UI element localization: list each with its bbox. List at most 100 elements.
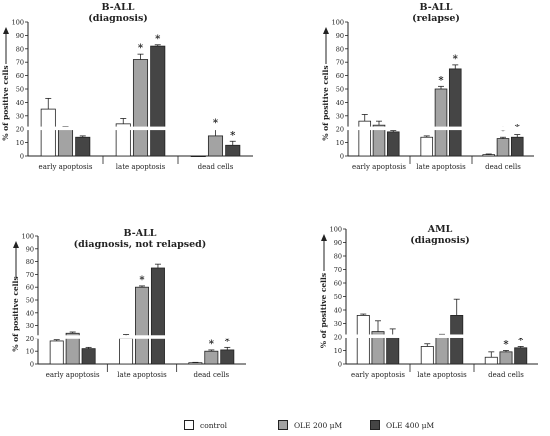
y-axis-arrow-head xyxy=(321,234,327,241)
bar-control xyxy=(482,154,496,157)
category-label: dead cells xyxy=(194,371,230,379)
y-axis-label: % of positive cells xyxy=(1,65,10,140)
bar-control xyxy=(420,346,434,365)
bar-ole400 xyxy=(448,68,462,157)
bar-control xyxy=(420,136,434,157)
bar-ole400 xyxy=(220,349,235,365)
significance-marker: * xyxy=(230,130,236,141)
significance-marker: * xyxy=(213,118,219,129)
category-label: early apoptosis xyxy=(39,163,93,171)
y-tick-label: 10 xyxy=(16,139,24,147)
y-tick-label: 60 xyxy=(16,72,24,80)
bar-ole400 xyxy=(150,45,166,157)
bar-ole400 xyxy=(450,314,464,365)
chart-title: B-ALL xyxy=(102,2,135,13)
bar-control xyxy=(188,362,203,365)
y-tick-label: 60 xyxy=(334,280,342,288)
y-tick-label: 40 xyxy=(334,307,342,315)
y-tick-label: 80 xyxy=(334,253,342,261)
y-tick-label: 80 xyxy=(26,258,34,266)
significance-marker: * xyxy=(225,336,231,347)
category-label: late apoptosis xyxy=(116,163,166,171)
y-tick-label: 40 xyxy=(16,99,24,107)
category-label: early apoptosis xyxy=(351,371,405,379)
y-axis-label: % of positive cells xyxy=(321,65,330,140)
y-axis-label: % of positive cells xyxy=(11,276,20,351)
category-label: early apoptosis xyxy=(352,163,406,171)
y-tick-label: 90 xyxy=(26,245,34,253)
y-tick-label: 0 xyxy=(340,153,344,161)
y-tick-label: 50 xyxy=(16,86,24,94)
y-tick-label: 60 xyxy=(336,72,344,80)
category-label: early apoptosis xyxy=(46,371,100,379)
chart-panel-0: B-ALL(diagnosis) % of positive cells 0 10 20… xyxy=(1,2,255,171)
bar-control xyxy=(190,155,206,158)
bar-control xyxy=(119,337,134,365)
category-label: late apoptosis xyxy=(117,371,167,379)
bar-control xyxy=(356,314,370,365)
significance-marker: * xyxy=(503,340,509,351)
y-tick-label: 30 xyxy=(16,112,24,120)
significance-marker: * xyxy=(155,34,161,45)
y-tick-label: 10 xyxy=(334,347,342,355)
y-tick-label: 70 xyxy=(334,266,342,274)
bar-ole400 xyxy=(510,136,524,157)
legend: control OLE 200 μM OLE 400 μM xyxy=(0,418,550,434)
chart-panel-3: AML(diagnosis) % of positive cells 0 10 20 30… xyxy=(319,224,540,379)
bar-ole400 xyxy=(150,267,165,365)
category-label: dead cells xyxy=(485,163,521,171)
chart-title: AML xyxy=(427,224,453,235)
y-axis-arrow-head xyxy=(13,241,19,248)
bar-ole400 xyxy=(75,136,91,157)
bar-control xyxy=(358,120,372,157)
y-axis-arrow-head xyxy=(3,27,9,34)
bar-control xyxy=(484,356,498,365)
bar-ole400 xyxy=(386,336,400,365)
chart-panel-1: B-ALL(relapse) % of positive cells 0 10 20 30… xyxy=(321,2,536,171)
category-label: dead cells xyxy=(198,163,234,171)
y-tick-label: 90 xyxy=(334,239,342,247)
legend-label-ole200: OLE 200 μM xyxy=(294,420,343,430)
bar-control xyxy=(49,340,64,365)
y-tick-label: 100 xyxy=(332,19,344,27)
y-tick-label: 100 xyxy=(330,226,342,234)
category-label: late apoptosis xyxy=(416,163,466,171)
legend-label-control: control xyxy=(200,420,228,430)
bar-ole200 xyxy=(435,335,449,365)
legend-label-ole400: OLE 400 μM xyxy=(386,420,435,430)
bar-ole200 xyxy=(207,135,224,157)
significance-marker: * xyxy=(518,335,524,346)
y-tick-label: 50 xyxy=(334,293,342,301)
figure: B-ALL(diagnosis)% of positive cells01020… xyxy=(1,2,540,379)
legend-swatch-ole200 xyxy=(278,420,288,430)
axis-break xyxy=(344,126,536,131)
chart-subtitle: (diagnosis, not relapsed) xyxy=(74,239,207,250)
bar-control xyxy=(40,108,56,157)
bar-ole400 xyxy=(225,144,241,157)
y-tick-label: 40 xyxy=(26,309,34,317)
y-tick-label: 30 xyxy=(26,322,34,330)
legend-item-ole400: OLE 400 μM xyxy=(370,418,434,432)
y-tick-label: 10 xyxy=(26,348,34,356)
bar-ole400 xyxy=(386,131,400,157)
y-tick-label: 20 xyxy=(16,126,24,134)
legend-item-control: control xyxy=(184,418,227,432)
y-tick-label: 90 xyxy=(336,32,344,40)
bar-ole200 xyxy=(499,351,513,365)
y-tick-label: 40 xyxy=(336,99,344,107)
legend-item-ole200: OLE 200 μM xyxy=(278,418,342,432)
y-tick-label: 60 xyxy=(26,284,34,292)
chart-title: B-ALL xyxy=(124,228,157,239)
significance-marker: * xyxy=(453,54,459,65)
axis-break xyxy=(342,334,540,338)
significance-marker: * xyxy=(438,75,444,86)
legend-swatch-ole400 xyxy=(370,420,380,430)
category-label: late apoptosis xyxy=(417,371,467,379)
y-tick-label: 30 xyxy=(336,112,344,120)
bar-ole400 xyxy=(514,347,528,365)
y-axis-arrow-head xyxy=(323,27,329,34)
y-tick-label: 20 xyxy=(336,126,344,134)
y-tick-label: 0 xyxy=(338,361,342,369)
legend-swatch-control xyxy=(184,420,194,430)
category-label: dead cells xyxy=(488,371,524,379)
